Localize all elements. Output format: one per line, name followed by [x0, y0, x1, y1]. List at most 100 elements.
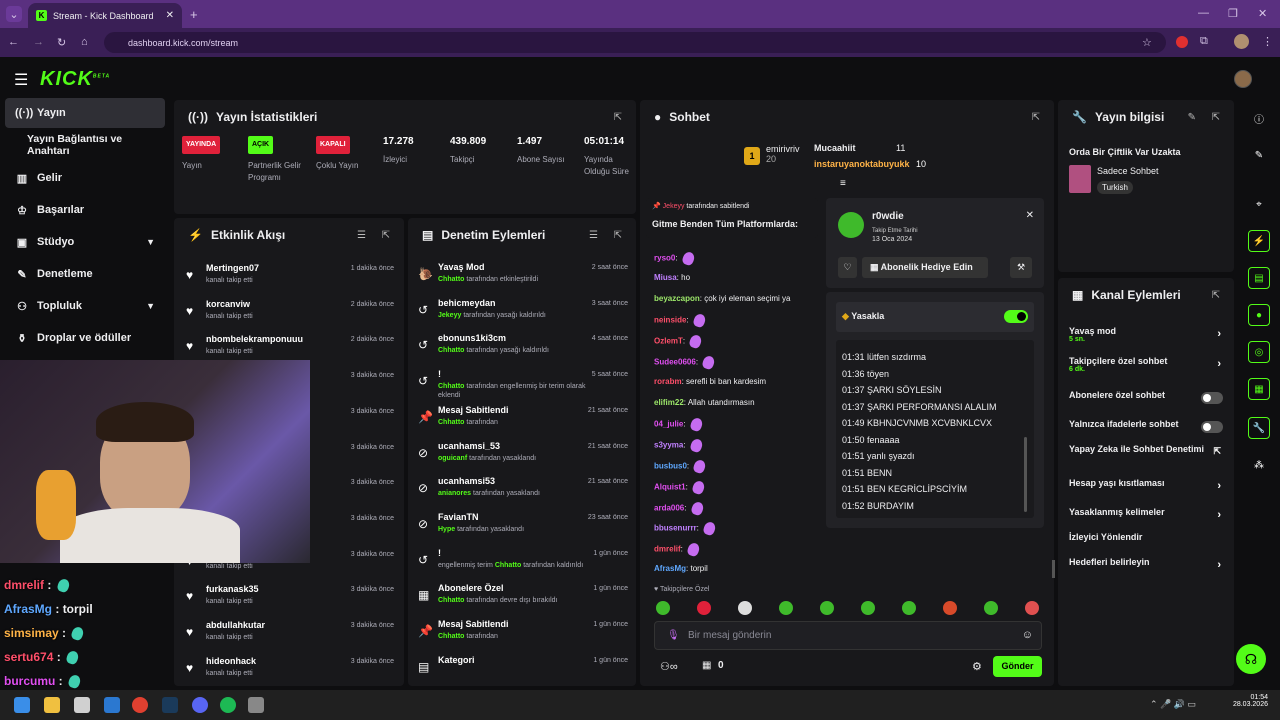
chat-icon[interactable]: ● — [1248, 304, 1270, 326]
more-icon[interactable]: ⁂ — [1254, 459, 1264, 471]
tab-kick-dashboard[interactable]: K Stream - Kick Dashboard ✕ — [28, 3, 182, 28]
chat-username[interactable]: bbusenurrr — [654, 524, 697, 533]
follower-name[interactable]: korcanviw — [206, 298, 251, 309]
follower-name[interactable]: abdullahkutar — [206, 620, 266, 630]
browser-menu-icon[interactable]: ⋮ — [1262, 36, 1273, 48]
home-icon[interactable]: ⌂ — [81, 36, 88, 48]
moderator-name[interactable]: Chhatto — [494, 561, 522, 569]
chat-username[interactable]: dmrelif — [654, 544, 681, 554]
emote-bar[interactable] — [656, 601, 1046, 617]
emotes-only-toggle[interactable] — [1201, 421, 1223, 433]
sidebar-item-studyo[interactable]: ▣ Stüdyo ▼ — [16, 236, 155, 249]
spotify-icon[interactable] — [220, 697, 236, 713]
moderator-name[interactable]: oguicanf — [438, 454, 468, 462]
edit-icon[interactable]: ✎ — [1254, 149, 1264, 161]
sidebar-item-basarilar[interactable]: ♔ Başarılar — [5, 195, 165, 225]
windows-start-icon[interactable] — [14, 697, 30, 713]
followers-only-chat[interactable]: Takipçilere özel sohbet 6 dk. › — [1069, 356, 1221, 373]
sidebar-item-denetleme[interactable]: ✎ Denetleme — [5, 259, 165, 289]
filter-icon[interactable]: ☰ — [589, 230, 598, 241]
moderator-name[interactable]: Chhatto — [438, 597, 465, 605]
chat-username[interactable]: busbus0 — [654, 461, 687, 471]
chat-username[interactable]: beyazcapon — [654, 293, 700, 303]
minimize-icon[interactable]: — — [1198, 7, 1209, 19]
tab-close-icon[interactable]: ✕ — [165, 10, 174, 21]
close-icon[interactable]: ✕ — [1025, 210, 1034, 221]
gift-sub-button[interactable]: ▦ Abonelik Hediye Edin — [862, 257, 988, 278]
user-avatar[interactable] — [1234, 70, 1252, 88]
bookmark-star-icon[interactable]: ☆ — [1142, 37, 1152, 49]
chrome-icon[interactable] — [132, 697, 148, 713]
clock[interactable]: 01:54 28.03.2026 — [1232, 694, 1268, 708]
settings-gear-icon[interactable]: ⚙ — [972, 661, 982, 673]
follower-name[interactable]: nbombelekramponuuu — [206, 334, 304, 345]
emotes-only-chat[interactable]: Yalnızca ifadelerle sohbet — [1069, 419, 1229, 439]
category-name[interactable]: Sadece Sohbet — [1097, 166, 1159, 176]
moderator-name[interactable]: anianores — [438, 490, 472, 498]
follower-name[interactable]: hideonhack — [206, 655, 257, 666]
chat-username[interactable]: ryso0 — [654, 253, 676, 263]
sidebar-item-droplar[interactable]: ⚱ Droplar ve ödüller — [5, 323, 165, 353]
wrench-icon[interactable]: 🔧 — [1248, 417, 1270, 439]
microphone-icon[interactable]: 🎙 — [667, 630, 680, 641]
support-headset-icon[interactable]: ☊ — [1236, 644, 1266, 674]
moderator-name[interactable]: Chhatto — [438, 383, 465, 391]
sidebar-item-topluluk[interactable]: ⚇ Topluluk ▼ — [5, 291, 165, 321]
broadcast-icon[interactable]: ◎ — [1248, 341, 1270, 363]
edit-icon[interactable]: ✎ — [1187, 112, 1196, 123]
chat-username[interactable]: 04_julie — [654, 420, 684, 429]
hamburger-menu-icon[interactable]: ☰ — [14, 72, 29, 89]
kick-logo[interactable]: KICKBETA — [40, 68, 111, 90]
follower-name[interactable]: Mertingen07 — [206, 263, 260, 273]
chat-username[interactable]: s3yyma — [654, 440, 684, 450]
moderator-name[interactable]: Jekeyy — [438, 311, 462, 319]
bolt-icon[interactable]: ⚡ — [1248, 230, 1270, 252]
chat-username[interactable]: Miusa — [654, 272, 677, 282]
back-icon[interactable]: ← — [8, 36, 19, 48]
chat-username[interactable]: arda006 — [654, 503, 685, 513]
file-explorer-icon[interactable] — [44, 697, 60, 713]
emoji-icon[interactable]: ☺ — [1021, 629, 1033, 641]
ai-moderation[interactable]: Yapay Zeka ile Sohbet Denetimi ⇱ — [1069, 444, 1221, 456]
chat-username[interactable]: rorabm — [654, 376, 682, 386]
tag-turkish[interactable]: Turkish — [1097, 181, 1133, 194]
chat-input[interactable]: 🎙 Bir mesaj gönderin ☺ — [654, 621, 1042, 650]
chat-username[interactable]: Sudee0606 — [654, 357, 696, 367]
extension-icon[interactable] — [1176, 36, 1188, 48]
forward-icon[interactable]: → — [33, 36, 44, 48]
subscribers-only-toggle[interactable] — [1201, 392, 1223, 404]
gift-icon[interactable]: ▦ — [702, 660, 712, 671]
chat-username[interactable]: OzlemT — [654, 336, 683, 346]
restore-icon[interactable]: ❐ — [1228, 8, 1238, 20]
ban-toggle[interactable] — [1004, 310, 1028, 323]
follower-name[interactable]: furkanask35 — [206, 584, 259, 595]
url-field[interactable]: dashboard.kick.com/stream — [104, 32, 1166, 53]
banned-words[interactable]: Yasaklanmış kelimeler › — [1069, 507, 1221, 521]
community-icon[interactable]: ⚇∞ — [660, 661, 678, 673]
steam-icon[interactable] — [162, 697, 178, 713]
slow-mode[interactable]: Yavaş mod 5 sn. › — [1069, 326, 1221, 343]
subscribers-only-chat[interactable]: Abonelere özel sohbet — [1069, 390, 1229, 410]
close-window-icon[interactable]: ✕ — [1258, 8, 1268, 20]
discord-icon[interactable] — [192, 697, 208, 713]
popout-icon[interactable]: ⇱ — [1211, 290, 1220, 301]
store-icon[interactable] — [74, 697, 90, 713]
popout-icon[interactable]: ⇱ — [613, 230, 622, 241]
collapse-icon[interactable]: ≡ — [840, 178, 846, 189]
chat-username[interactable]: Alquist1 — [654, 482, 686, 492]
moderator-name[interactable]: Chhatto — [438, 276, 465, 283]
chat-username[interactable]: AfrasMg — [654, 564, 687, 573]
sidebar-item-yayin[interactable]: ((·)) Yayın — [5, 98, 165, 128]
reload-icon[interactable]: ↻ — [57, 37, 67, 49]
outlook-icon[interactable] — [104, 697, 120, 713]
chat-username[interactable]: elifim22 — [654, 397, 684, 407]
sidebar-item-stream-key[interactable]: Yayın Bağlantısı ve Anahtarı — [27, 133, 123, 157]
chat-username[interactable]: neinside — [654, 316, 687, 325]
popout-icon[interactable]: ⇱ — [613, 112, 622, 123]
account-age-restriction[interactable]: Hesap yaşı kısıtlaması › — [1069, 478, 1221, 492]
dashboard-icon[interactable]: ▦ — [1248, 378, 1270, 400]
raid-viewers[interactable]: İzleyici Yönlendir — [1069, 532, 1143, 542]
popout-icon[interactable]: ⇱ — [381, 230, 390, 241]
focus-icon[interactable]: ⌖ — [1256, 198, 1262, 210]
document-icon[interactable]: ▤ — [1248, 267, 1270, 289]
